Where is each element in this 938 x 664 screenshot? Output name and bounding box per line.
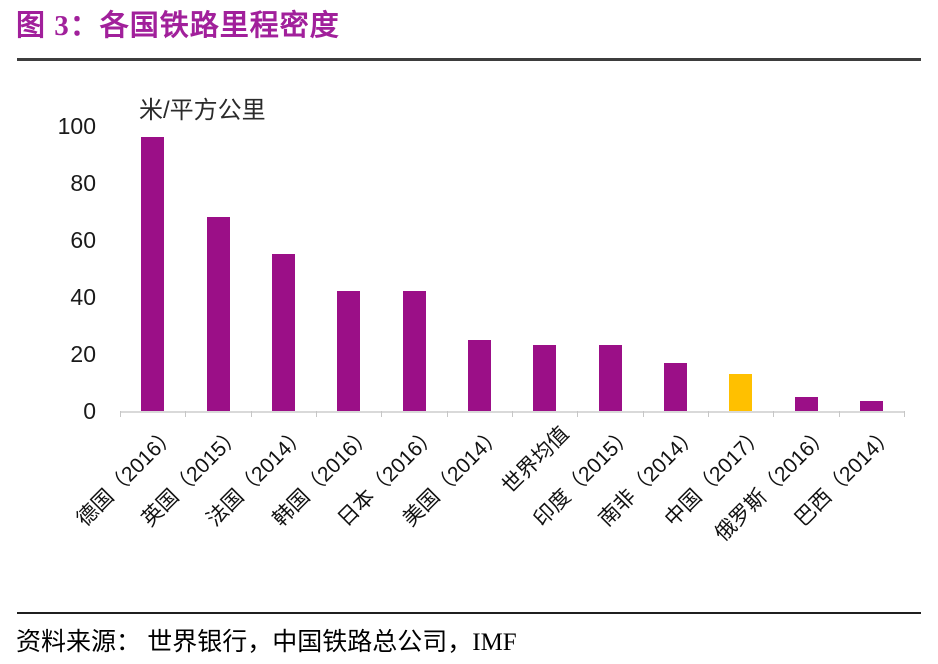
bar-uk [207, 217, 230, 411]
bar-world-average [533, 345, 556, 411]
x-axis-tick [643, 411, 644, 417]
x-axis-tick [577, 411, 578, 417]
x-axis-tick [773, 411, 774, 417]
bar-france [272, 254, 295, 411]
x-axis-tick [185, 411, 186, 417]
bar-russia [795, 397, 818, 411]
y-tick-label-80: 80 [70, 170, 96, 196]
x-axis-tick [120, 411, 121, 417]
x-axis-tick [381, 411, 382, 417]
x-axis-tick [708, 411, 709, 417]
y-tick-label-60: 60 [70, 227, 96, 253]
figure-title: 图 3：各国铁路里程密度 [16, 10, 340, 42]
title-divider [17, 58, 921, 61]
bar-india [599, 345, 622, 411]
x-axis-tick [839, 411, 840, 417]
x-axis-tick [512, 411, 513, 417]
y-tick-label-40: 40 [70, 284, 96, 310]
bar-china [729, 374, 752, 411]
bar-south-africa [664, 363, 687, 411]
x-axis-tick [904, 411, 905, 417]
bar-usa [468, 340, 491, 411]
bar-japan [403, 291, 426, 411]
source-note: 资料来源： 世界银行，中国铁路总公司，IMF [16, 629, 517, 656]
y-axis-unit-label: 米/平方公里 [139, 97, 266, 124]
bar-korea [337, 291, 360, 411]
y-tick-label-100: 100 [57, 113, 96, 139]
y-tick-label-20: 20 [70, 341, 96, 367]
x-axis-tick [447, 411, 448, 417]
y-tick-label-0: 0 [83, 398, 96, 424]
x-axis-tick [316, 411, 317, 417]
source-divider [17, 612, 921, 614]
bar-germany [141, 137, 164, 411]
bar-brazil [860, 401, 883, 411]
x-label-russia: 俄罗斯（2016） [711, 422, 835, 546]
x-axis-tick [251, 411, 252, 417]
